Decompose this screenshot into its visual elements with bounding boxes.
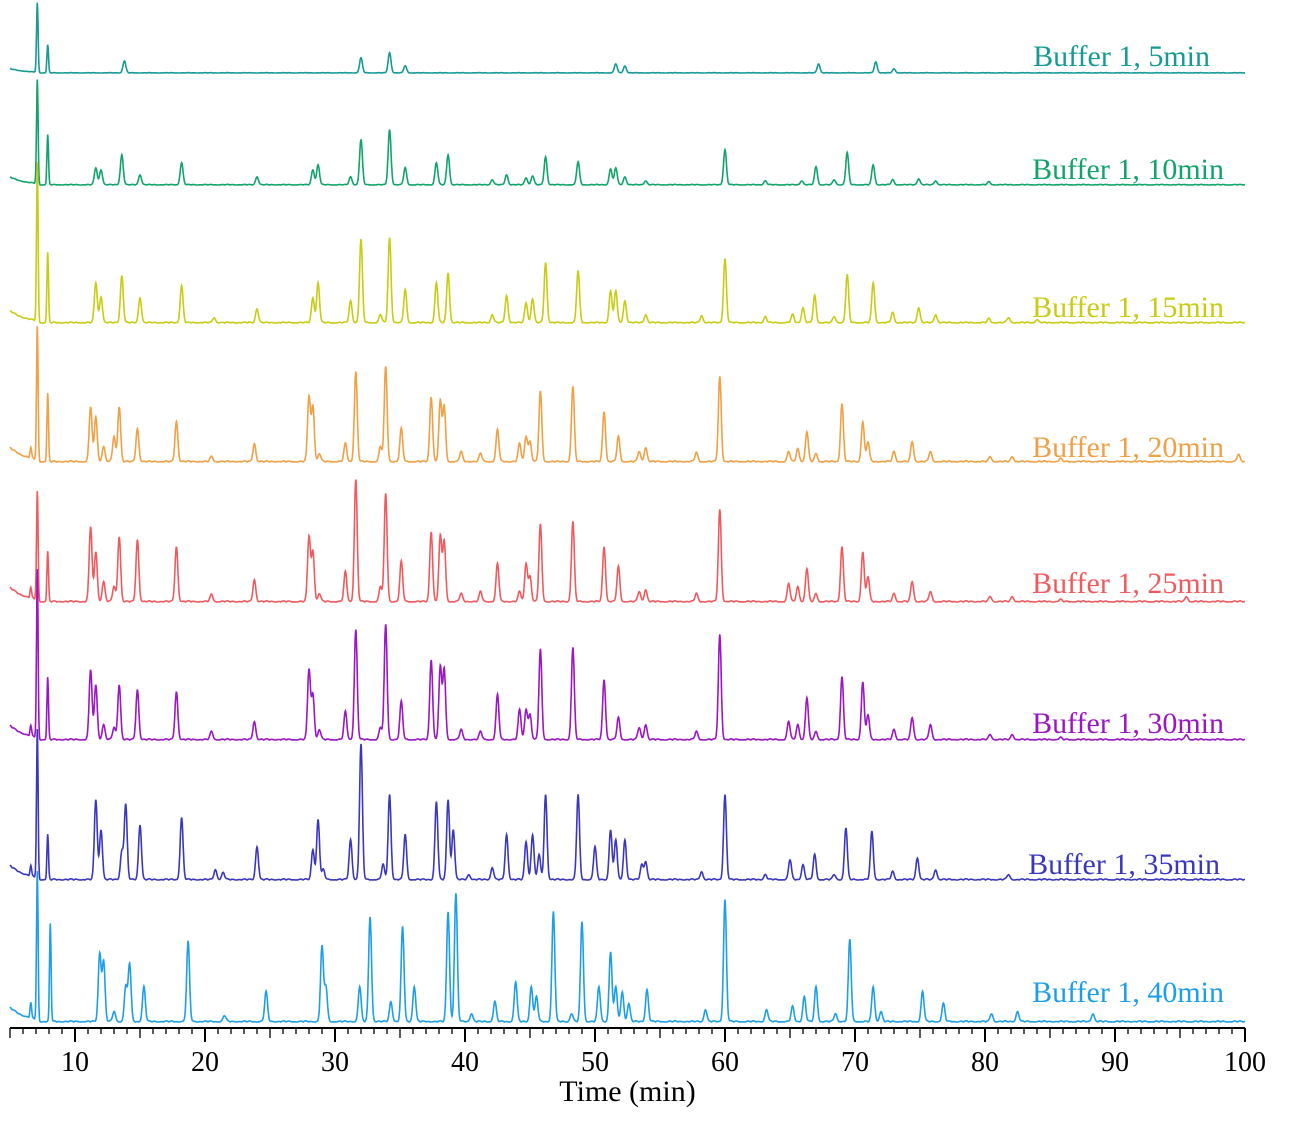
x-tick-label: 100: [1224, 1047, 1266, 1078]
x-axis: 10 20 30 40 50 60 70 80 90 100 Time (min): [9, 1027, 1266, 1108]
trace-label: Buffer 1, 35min: [1028, 848, 1220, 881]
x-tick-label: 80: [971, 1047, 999, 1078]
trace-label: Buffer 1, 5min: [1033, 40, 1210, 73]
traces-group: [9, 2, 1245, 1024]
trace-label: Buffer 1, 25min: [1032, 567, 1224, 600]
trace-label: Buffer 1, 20min: [1032, 431, 1224, 464]
trace-labels-group: Buffer 1, 5min Buffer 1, 10min Buffer 1, 1…: [1028, 40, 1224, 1009]
trace-label: Buffer 1, 30min: [1032, 707, 1224, 740]
trace-line: [9, 871, 1245, 1024]
x-tick-label: 10: [61, 1047, 89, 1078]
trace-line: [9, 79, 1245, 186]
trace-label: Buffer 1, 10min: [1032, 153, 1224, 186]
trace-label: Buffer 1, 15min: [1032, 291, 1224, 324]
trace-line: [9, 2, 1245, 74]
trace-line: [9, 162, 1245, 324]
trace-line: [9, 326, 1245, 464]
x-tick-label: 50: [581, 1047, 609, 1078]
trace-line: [9, 479, 1245, 604]
x-tick-label: 60: [711, 1047, 739, 1078]
x-tick-label: 40: [451, 1047, 479, 1078]
x-tick-label: 20: [191, 1047, 219, 1078]
trace-label: Buffer 1, 40min: [1032, 976, 1224, 1009]
trace-line: [9, 729, 1245, 882]
x-axis-ticks: 10 20 30 40 50 60 70 80 90 100: [9, 1028, 1266, 1078]
x-tick-label: 30: [321, 1047, 349, 1078]
x-tick-label: 70: [841, 1047, 869, 1078]
trace-line: [9, 569, 1245, 742]
x-tick-label: 90: [1101, 1047, 1129, 1078]
x-axis-title: Time (min): [559, 1075, 695, 1108]
